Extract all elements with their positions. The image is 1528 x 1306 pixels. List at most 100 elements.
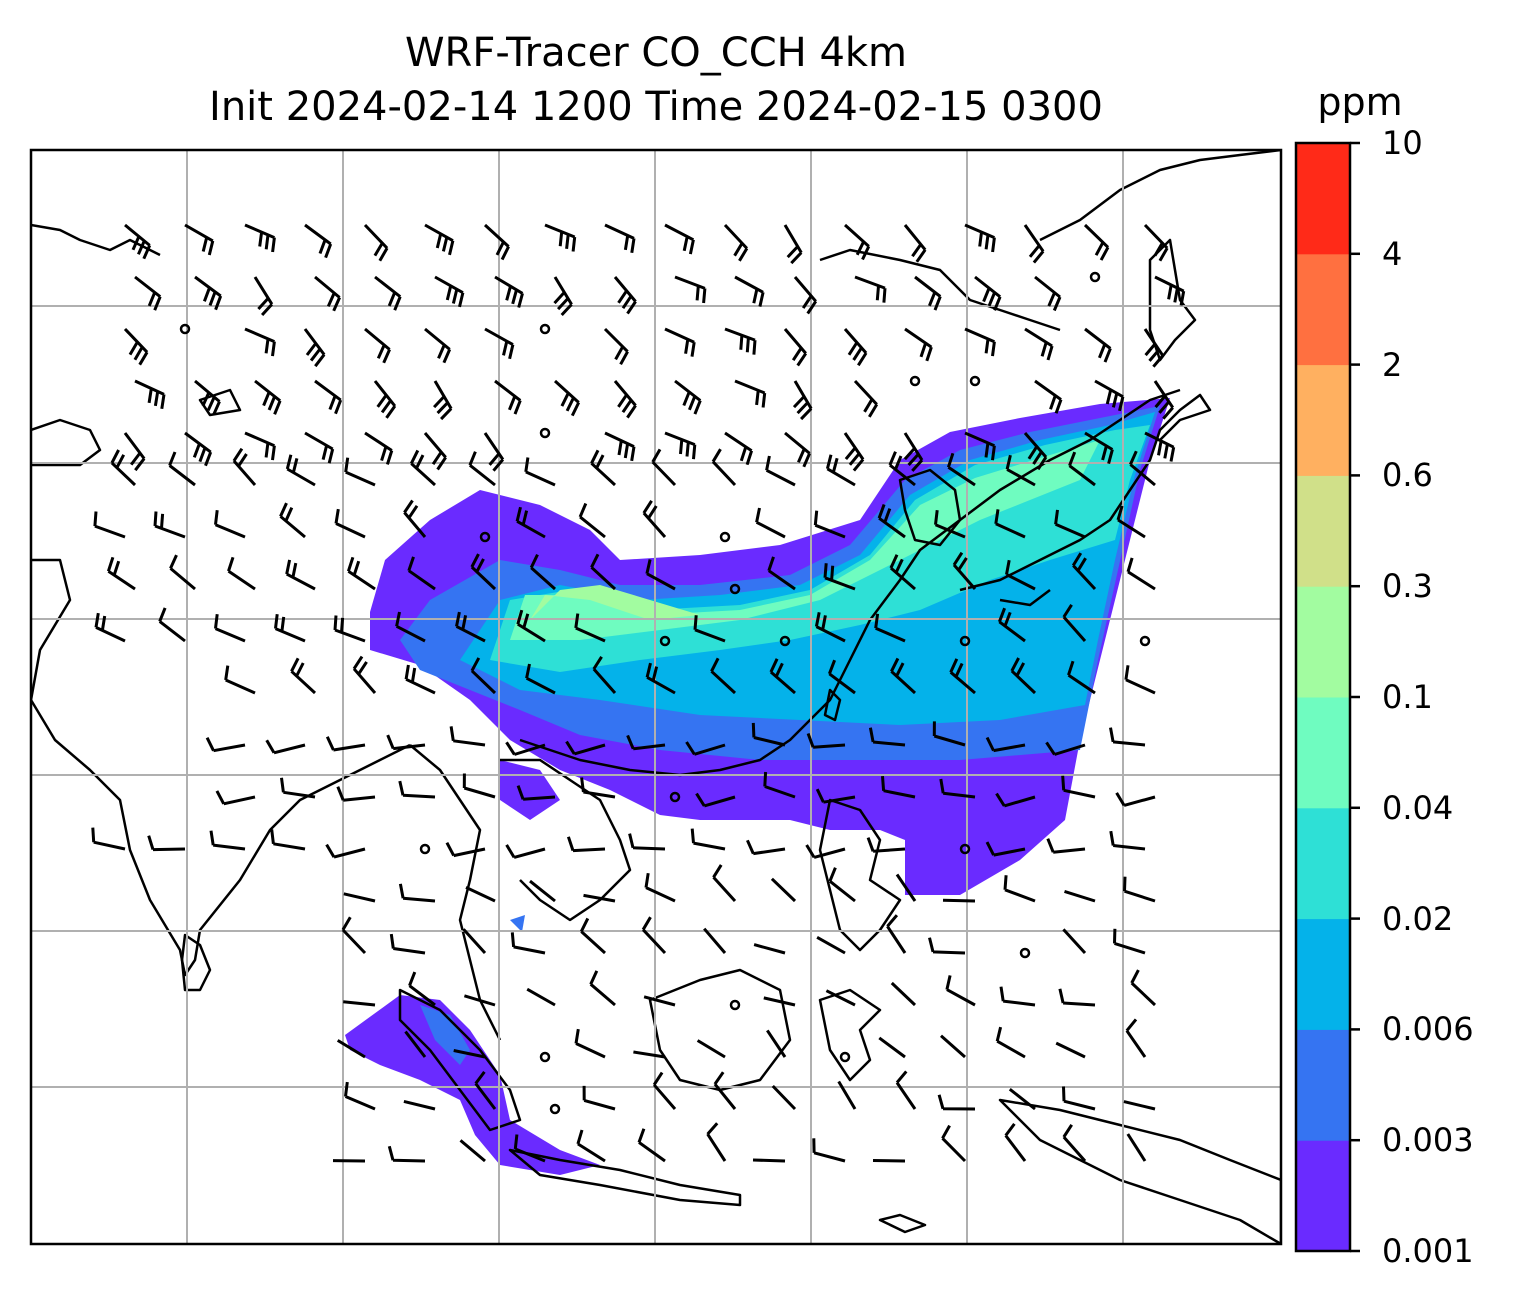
wind-barb (751, 722, 786, 747)
map-frame (29, 148, 1283, 1246)
wind-calm-marker (479, 531, 491, 543)
wind-barb (343, 892, 376, 903)
wind-barb (895, 1070, 917, 1110)
wind-barb (1034, 379, 1063, 414)
wind-barb (409, 449, 437, 487)
wind-barb (169, 554, 196, 591)
wind-barb (455, 611, 486, 643)
wind-barb (1058, 988, 1096, 1007)
wind-barb (1061, 775, 1096, 799)
wind-barb (494, 275, 524, 308)
wind-barb (713, 1071, 737, 1110)
wind-barb (93, 511, 126, 539)
wind-barb (253, 276, 274, 317)
colorbar-tick-label: 10 (1382, 124, 1423, 162)
coastline-borneo (648, 968, 792, 1092)
wind-barb (763, 996, 796, 1007)
wind-barb (792, 380, 813, 421)
wind-barb (285, 559, 316, 591)
wind-barb (815, 788, 856, 804)
colorbar-tick-label: 2 (1382, 345, 1403, 384)
wind-barb (1123, 1100, 1156, 1111)
wind-barb (633, 1050, 666, 1059)
wind-barb (106, 556, 136, 591)
wind-barb (91, 827, 126, 851)
wind-barb (1005, 454, 1036, 487)
colorbar (1296, 141, 1360, 1253)
wind-barb (1113, 928, 1146, 955)
wind-barb (734, 379, 767, 408)
wind-barb (723, 223, 749, 262)
wind-barb (914, 275, 942, 311)
wind-barb (270, 829, 306, 851)
colorbar-tick-label: 0.04 (1382, 788, 1454, 827)
wind-barb (214, 614, 246, 643)
wind-calm-marker (909, 375, 921, 387)
coastline-japan (959, 393, 1212, 607)
wind-barb (483, 432, 505, 472)
wind-barb (1116, 505, 1146, 539)
wind-barb (232, 447, 257, 486)
coastline-sulawesi (818, 988, 882, 1082)
wind-barb (904, 327, 933, 362)
wind-barb (134, 379, 166, 410)
wind-barb (407, 556, 436, 591)
wind-barb (664, 431, 697, 460)
wind-barb (752, 1158, 786, 1163)
wind-calm-marker (669, 791, 681, 803)
wind-barb (999, 986, 1036, 1007)
wind-barb (1130, 969, 1157, 1007)
wind-barb (664, 327, 696, 357)
wind-barb (147, 835, 186, 852)
wind-barb (336, 1039, 366, 1059)
wind-barb (825, 989, 856, 1007)
wind-barb (769, 658, 796, 695)
colorbar-frame (1294, 141, 1352, 1253)
wind-barb (644, 872, 676, 903)
wind-barb (1083, 223, 1110, 261)
wind-barb (843, 223, 871, 261)
wind-barb (1084, 327, 1112, 363)
wind-barb (526, 987, 556, 1007)
wind-barb (363, 223, 389, 262)
wind-barb (1084, 431, 1114, 464)
wind-barb (468, 451, 496, 487)
wind-barb (995, 792, 1036, 808)
wind-barb (285, 454, 316, 487)
wind-barb (711, 448, 737, 487)
wind-barb (1055, 1041, 1086, 1059)
wind-calm-marker (969, 375, 981, 387)
wind-barb (205, 737, 246, 753)
wind-barb (516, 609, 546, 643)
wind-barb (932, 721, 966, 747)
wind-barb (1071, 552, 1097, 591)
wind-barb (770, 877, 797, 903)
wind-barb (408, 971, 436, 1007)
plume-southwest (345, 995, 600, 1175)
wind-barb (592, 655, 617, 694)
wind-barb (574, 1028, 606, 1059)
wind-barb (949, 658, 976, 695)
wind-barb (404, 1030, 427, 1058)
wind-barb (1126, 1133, 1147, 1162)
wind-barb (333, 615, 366, 643)
wind-barb (603, 327, 629, 366)
wind-barb (994, 509, 1026, 539)
wind-calm-marker (719, 531, 731, 543)
wind-barb (604, 223, 636, 254)
wind-barb (823, 563, 856, 591)
wind-barb (843, 328, 868, 367)
wind-barb (578, 502, 606, 539)
colorbar-segment (1296, 1029, 1350, 1141)
wind-barb (529, 879, 556, 903)
wind-barb (244, 223, 276, 253)
wind-barb (1154, 275, 1186, 306)
wind-barb (816, 935, 846, 955)
wind-barb (642, 499, 667, 538)
wind-barb (945, 975, 976, 1007)
wind-barb (214, 510, 246, 539)
colorbar-tick-label: 0.006 (1382, 1010, 1474, 1049)
wind-barb (403, 1099, 436, 1111)
wind-barb (903, 224, 927, 263)
wind-barb (706, 1122, 727, 1162)
